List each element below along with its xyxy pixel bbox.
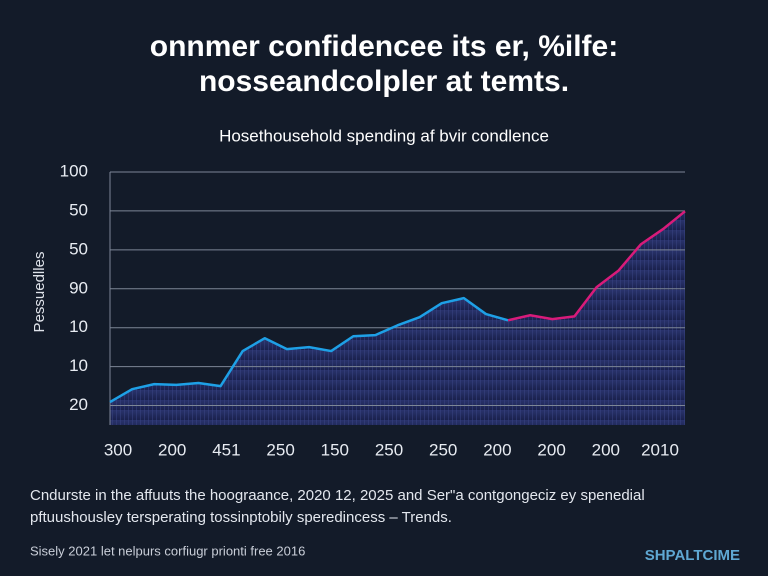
y-tick-label: 20 xyxy=(69,395,88,414)
x-tick-label: 200 xyxy=(537,440,565,459)
line xyxy=(109,296,509,404)
y-tick-label: 50 xyxy=(69,200,88,219)
y-axis-label: Pessuedlles xyxy=(31,252,48,333)
footnote: Cndurste in the affuuts the hoograance, … xyxy=(30,487,645,504)
chart-title: nosseandcolpler at temts. xyxy=(199,65,569,98)
x-tick-label: 200 xyxy=(483,440,511,459)
source: Sisely 2021 let nelpurs corfiugr prionti… xyxy=(30,543,305,558)
x-tick-label: 300 xyxy=(104,440,132,459)
footnote: pftuushousley tersperating tossinptobily… xyxy=(30,509,452,526)
x-tick-label: 150 xyxy=(321,440,349,459)
chart-subtitle: Hosethousehold spending af bvir condlenc… xyxy=(219,126,549,145)
area xyxy=(508,211,685,425)
brand: SHPALTCIME xyxy=(645,547,740,564)
y-tick-label: 10 xyxy=(69,356,88,375)
area xyxy=(110,298,509,425)
x-tick-label: 250 xyxy=(266,440,294,459)
x-tick-label: 451 xyxy=(212,440,240,459)
x-tick-label: 250 xyxy=(429,440,457,459)
x-tick-label: 2010 xyxy=(641,440,679,459)
line xyxy=(507,210,686,322)
y-tick-label: 100 xyxy=(60,161,88,180)
y-tick-label: 90 xyxy=(69,278,88,297)
x-tick-label: 250 xyxy=(375,440,403,459)
chart-title: onnmer confidencee its er, %ilfe: xyxy=(150,30,618,63)
x-tick-label: 200 xyxy=(158,440,186,459)
y-tick-label: 50 xyxy=(69,239,88,258)
y-tick-label: 10 xyxy=(69,317,88,336)
x-tick-label: 200 xyxy=(592,440,620,459)
